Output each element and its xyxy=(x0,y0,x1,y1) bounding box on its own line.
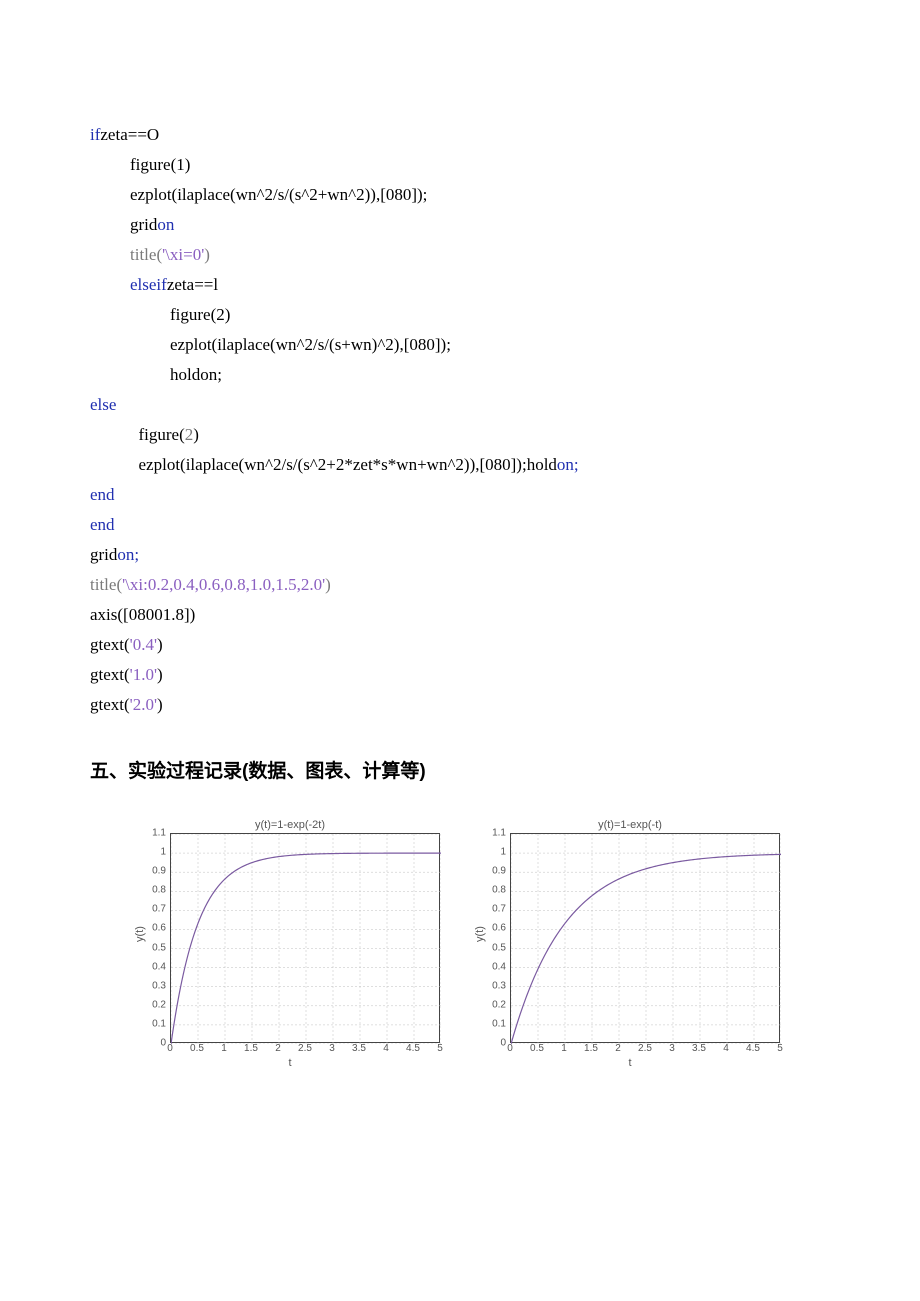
code-line: ezplot(ilaplace(wn^2/s/(s^2+wn^2)),[080]… xyxy=(90,180,830,210)
x-ticks: 00.511.522.533.544.55 xyxy=(510,1043,780,1057)
code-line: figure(2) xyxy=(90,300,830,330)
y-axis-label: y(t) xyxy=(474,926,486,942)
chart-1: y(t)=1-exp(-2t)y(t)00.10.20.30.40.50.60.… xyxy=(140,819,440,1069)
code-line: elseifzeta==l xyxy=(90,270,830,300)
y-axis-label: y(t) xyxy=(134,926,146,942)
code-line: else xyxy=(90,390,830,420)
x-ticks: 00.511.522.533.544.55 xyxy=(170,1043,440,1057)
section-title: 五、实验过程记录(数据、图表、计算等) xyxy=(90,756,830,783)
x-axis-label: t xyxy=(140,1057,440,1069)
code-line: end xyxy=(90,480,830,510)
code-block: ifzeta==Ofigure(1)ezplot(ilaplace(wn^2/s… xyxy=(90,120,830,720)
plot-area xyxy=(170,833,440,1043)
code-line: title('\xi=0') xyxy=(90,240,830,270)
code-line: axis([08001.8]) xyxy=(90,600,830,630)
chart-2: y(t)=1-exp(-t)y(t)00.10.20.30.40.50.60.7… xyxy=(480,819,780,1069)
x-axis-label: t xyxy=(480,1057,780,1069)
code-line: gridon; xyxy=(90,540,830,570)
code-line: ifzeta==O xyxy=(90,120,830,150)
code-line: figure(1) xyxy=(90,150,830,180)
page: ifzeta==Ofigure(1)ezplot(ilaplace(wn^2/s… xyxy=(0,0,920,1129)
code-line: end xyxy=(90,510,830,540)
plot-area xyxy=(510,833,780,1043)
chart-title: y(t)=1-exp(-t) xyxy=(480,819,780,831)
code-line: ezplot(ilaplace(wn^2/s/(s^2+2*zet*s*wn+w… xyxy=(90,450,830,480)
code-line: gridon xyxy=(90,210,830,240)
charts-row: y(t)=1-exp(-2t)y(t)00.10.20.30.40.50.60.… xyxy=(90,819,830,1069)
code-line: figure(2) xyxy=(90,420,830,450)
code-line: gtext('0.4') xyxy=(90,630,830,660)
code-line: ezplot(ilaplace(wn^2/s/(s+wn)^2),[080]); xyxy=(90,330,830,360)
code-line: gtext('1.0') xyxy=(90,660,830,690)
chart-title: y(t)=1-exp(-2t) xyxy=(140,819,440,831)
code-line: gtext('2.0') xyxy=(90,690,830,720)
code-line: holdon; xyxy=(90,360,830,390)
code-line: title('\xi:0.2,0.4,0.6,0.8,1.0,1.5,2.0') xyxy=(90,570,830,600)
